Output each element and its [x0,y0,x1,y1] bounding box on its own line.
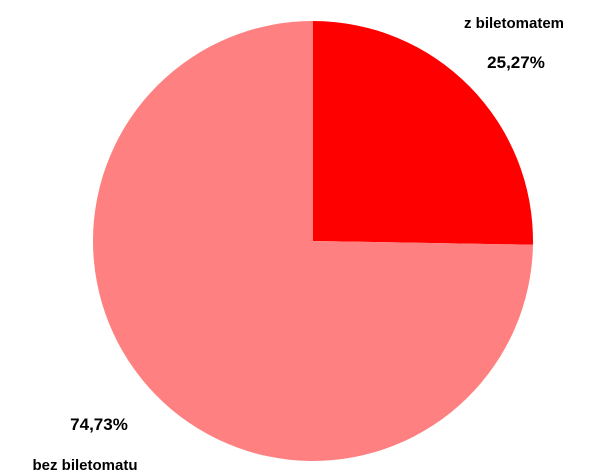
pie-labels: z biletomatem 25,27% 74,73% bez biletoma… [32,15,564,474]
pie-slice-z-biletomatem [313,21,533,245]
pie-slice-bez-biletomatu [92,21,533,461]
slice-value-z-biletomatem: 25,27% [487,53,545,72]
slice-label-z-biletomatem: z biletomatem [464,15,564,32]
pie-slices [92,21,533,461]
slice-value-bez-biletomatu: 74,73% [70,415,128,434]
slice-label-bez-biletomatu: bez biletomatu [32,457,137,474]
